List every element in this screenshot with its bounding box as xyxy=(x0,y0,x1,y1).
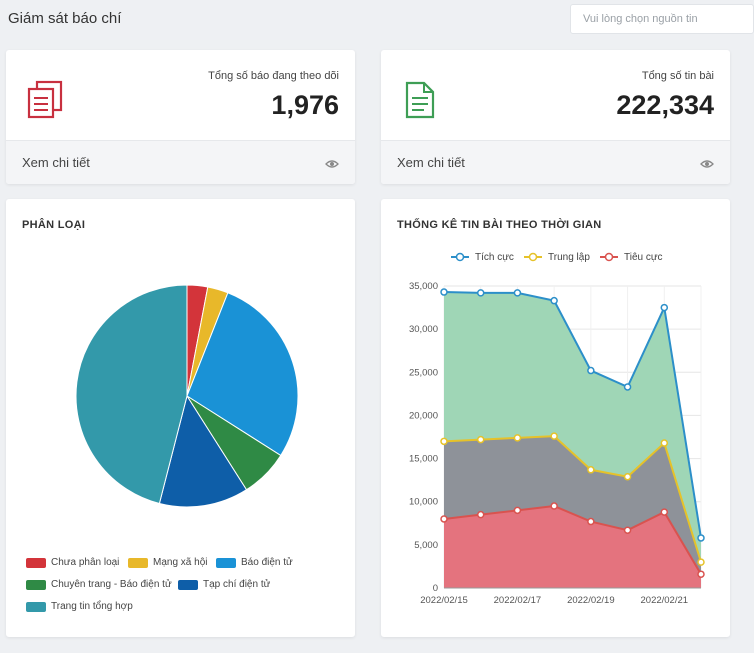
data-point[interactable] xyxy=(697,534,705,542)
data-point[interactable] xyxy=(587,366,595,375)
legend-item[interactable]: Tiêu cực xyxy=(600,252,663,263)
legend-swatch xyxy=(26,579,46,590)
y-tick-label: 10,000 xyxy=(409,497,438,508)
source-select[interactable]: Vui lòng chọn nguồn tin xyxy=(570,4,754,34)
stat-value: 222,334 xyxy=(616,90,714,120)
data-point[interactable] xyxy=(440,288,448,296)
series-line xyxy=(443,435,702,563)
legend-label: Tạp chí điện tử xyxy=(203,579,271,590)
stat-value: 1,976 xyxy=(271,90,339,120)
panel-title: THỐNG KÊ TIN BÀI THEO THỜI GIAN xyxy=(397,219,602,231)
stat-footer[interactable]: Xem chi tiết xyxy=(6,140,355,184)
data-point[interactable] xyxy=(513,289,522,297)
data-point[interactable] xyxy=(623,526,632,534)
data-point[interactable] xyxy=(476,510,485,519)
data-point[interactable] xyxy=(587,466,595,474)
file-text-icon xyxy=(401,80,439,125)
legend-swatch xyxy=(26,601,46,612)
view-details-link[interactable]: Xem chi tiết xyxy=(22,155,90,170)
legend-label: Báo điện tử xyxy=(241,557,293,568)
pie-slice[interactable] xyxy=(186,292,299,457)
data-point[interactable] xyxy=(623,472,632,481)
pie-chart xyxy=(75,284,299,508)
y-tick-label: 35,000 xyxy=(409,281,438,292)
stat-card-articles: Tổng số tin bài 222,334 Xem chi tiết xyxy=(381,50,730,184)
documents-icon xyxy=(26,80,64,125)
series-line xyxy=(443,291,702,539)
data-point[interactable] xyxy=(697,558,705,566)
data-point[interactable] xyxy=(476,289,485,297)
legend-swatch xyxy=(216,557,236,568)
stat-footer[interactable]: Xem chi tiết xyxy=(381,140,730,184)
data-point[interactable] xyxy=(660,303,669,312)
legend-item[interactable]: Trung lập xyxy=(524,252,590,263)
area-fill xyxy=(444,436,701,575)
legend-item[interactable]: Chưa phân loại xyxy=(26,557,119,568)
y-tick-label: 0 xyxy=(433,583,438,594)
data-point[interactable] xyxy=(623,383,632,391)
data-point[interactable] xyxy=(550,296,558,305)
area-chart: 0 5,000 10,000 15,000 20,000 25,000 30,000 35,0… xyxy=(409,252,705,606)
y-tick-label: 20,000 xyxy=(409,410,438,421)
pie-slice[interactable] xyxy=(75,284,188,505)
legend-item[interactable]: Chuyên trang - Báo điện tử xyxy=(26,579,172,590)
data-point[interactable] xyxy=(440,515,448,523)
legend-swatch xyxy=(26,557,46,568)
panel-title: PHÂN LOẠI xyxy=(22,219,86,231)
pie-chart-panel: PHÂN LOẠI Chưa phân loại Mạng xã hội Báo đ… xyxy=(6,199,355,637)
eye-icon[interactable] xyxy=(325,156,339,174)
data-point[interactable] xyxy=(660,439,669,447)
data-point[interactable] xyxy=(587,517,595,526)
legend-label: Chuyên trang - Báo điện tử xyxy=(51,579,172,590)
legend-label: Chưa phân loại xyxy=(51,557,120,568)
legend-label: Tích cực xyxy=(475,252,514,263)
x-tick-label: 2022/02/17 xyxy=(494,595,542,606)
legend-swatch xyxy=(178,579,198,590)
data-point[interactable] xyxy=(697,570,705,578)
y-tick-label: 25,000 xyxy=(409,367,438,378)
legend-item[interactable]: Báo điện tử xyxy=(216,557,293,568)
page-title: Giám sát báo chí xyxy=(8,10,122,27)
timeline-chart-panel: THỐNG KÊ TIN BÀI THEO THỜI GIAN 0 5,000 10… xyxy=(381,199,730,637)
stat-card-newspapers: Tổng số báo đang theo dõi 1,976 Xem chi … xyxy=(6,50,355,184)
area-fill xyxy=(444,506,701,588)
legend-item[interactable]: Mạng xã hội xyxy=(128,557,207,568)
stat-label: Tổng số báo đang theo dõi xyxy=(208,70,339,82)
y-tick-label: 30,000 xyxy=(409,324,438,335)
legend-item[interactable]: Tích cực xyxy=(451,252,514,263)
eye-icon[interactable] xyxy=(700,156,714,174)
data-point[interactable] xyxy=(660,508,669,516)
legend-item[interactable]: Tạp chí điện tử xyxy=(178,579,270,590)
x-tick-label: 2022/02/15 xyxy=(420,595,468,606)
series-line xyxy=(443,505,702,575)
legend-swatch xyxy=(128,557,148,568)
legend-label: Trang tin tổng hợp xyxy=(51,601,133,612)
pie-slice[interactable] xyxy=(158,394,248,508)
data-point[interactable] xyxy=(513,506,522,515)
data-point[interactable] xyxy=(440,437,448,446)
stat-label: Tổng số tin bài xyxy=(641,70,714,82)
data-point[interactable] xyxy=(513,434,522,442)
legend-label: Tiêu cực xyxy=(624,252,663,263)
data-point[interactable] xyxy=(550,432,558,440)
y-tick-label: 15,000 xyxy=(409,454,438,465)
view-details-link[interactable]: Xem chi tiết xyxy=(397,155,465,170)
x-tick-label: 2022/02/21 xyxy=(641,595,689,606)
y-tick-label: 5,000 xyxy=(414,540,438,551)
legend-item[interactable]: Trang tin tổng hợp xyxy=(26,601,133,612)
x-tick-label: 2022/02/19 xyxy=(567,595,615,606)
legend-label: Mạng xã hội xyxy=(153,557,208,568)
data-point[interactable] xyxy=(476,435,485,444)
area-fill xyxy=(444,292,701,563)
legend-label: Trung lập xyxy=(548,252,590,263)
data-point[interactable] xyxy=(550,502,558,510)
